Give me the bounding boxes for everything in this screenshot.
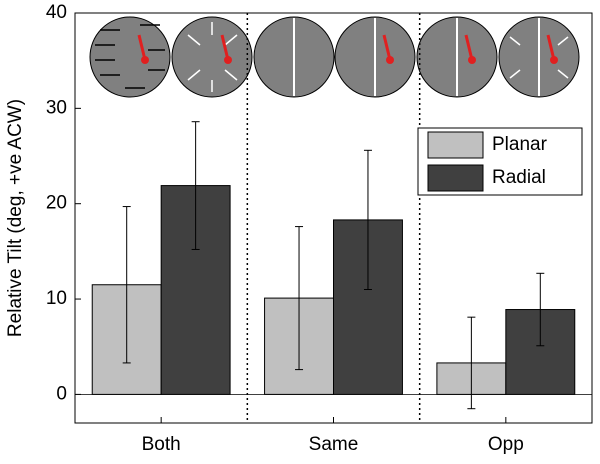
y-tick-label: 30 (46, 97, 67, 118)
x-tick-label: Both (142, 434, 181, 455)
plot-frame (74, 12, 593, 424)
legend: Planar Radial (417, 127, 583, 196)
x-tick-label: Same (309, 434, 359, 455)
y-tick-label: 10 (46, 288, 67, 309)
y-axis-label: Relative Tilt (deg, +ve ACW) (5, 99, 26, 337)
legend-swatch (427, 164, 484, 192)
legend-label: Planar (492, 134, 548, 155)
y-tick-label: 40 (46, 2, 67, 23)
x-tick-label: Opp (488, 434, 524, 455)
y-tick-label: 20 (46, 193, 67, 214)
legend-swatch (427, 131, 484, 159)
stimulus-icons (89, 16, 580, 98)
y-tick-label: 0 (56, 383, 67, 404)
legend-label: Radial (492, 167, 546, 188)
